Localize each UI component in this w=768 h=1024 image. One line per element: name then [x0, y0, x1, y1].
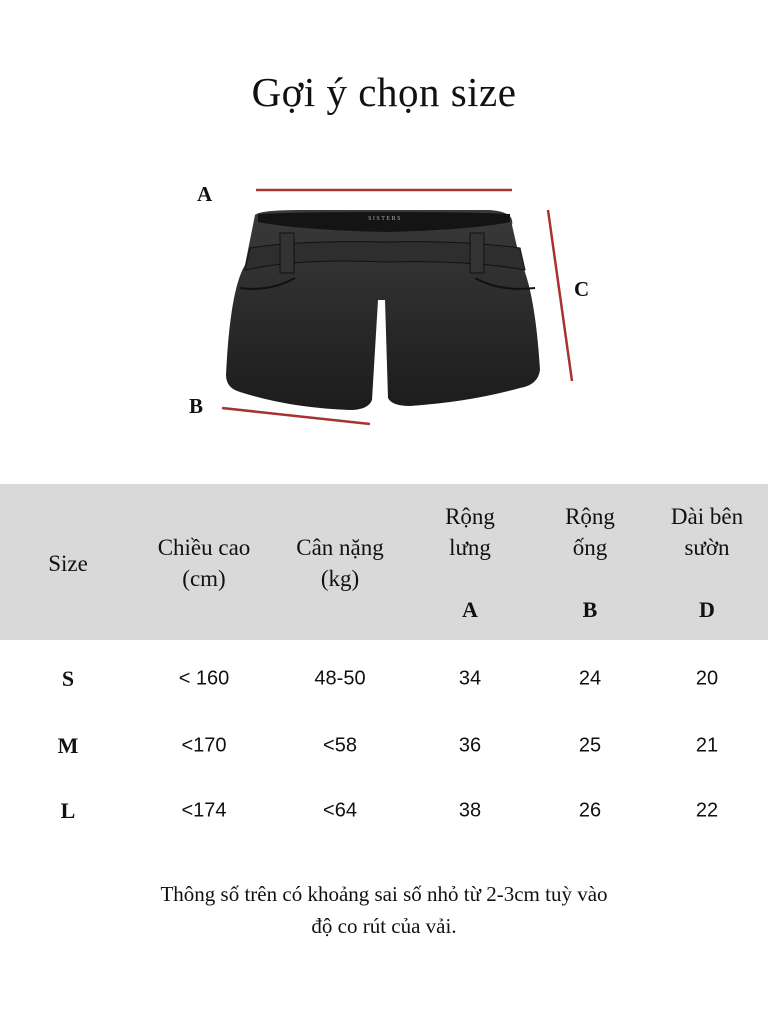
- table-cell: < 160: [178, 667, 230, 690]
- size-label: L: [60, 798, 76, 823]
- table-cell: 38: [458, 799, 482, 822]
- shorts-illustration: SISTERS: [221, 188, 574, 426]
- header-leg-opening: Rộng ống: [565, 504, 615, 560]
- label-a: A: [197, 182, 213, 206]
- measure-line-c: [546, 209, 574, 382]
- header-side-length: Dài bên sườn: [670, 504, 744, 560]
- size-label: S: [61, 666, 75, 691]
- table-cell: 21: [695, 734, 719, 757]
- header-letter-a: A: [462, 597, 478, 622]
- svg-text:SISTERS: SISTERS: [368, 216, 402, 222]
- table-cell: 24: [578, 667, 602, 690]
- table-cell: <174: [181, 799, 227, 822]
- label-b: B: [189, 394, 204, 418]
- table-cell: 20: [695, 667, 719, 690]
- header-letter-b: B: [582, 597, 598, 622]
- table-cell: <58: [323, 734, 357, 757]
- header-letter-d: D: [699, 597, 715, 622]
- size-label: M: [57, 733, 79, 758]
- table-cell: 36: [458, 734, 482, 757]
- table-cell: 48-50: [314, 667, 366, 690]
- label-c: C: [574, 277, 590, 301]
- measure-line-b: [221, 406, 371, 426]
- size-note: Thông số trên có khoảng sai số nhỏ từ 2-…: [160, 882, 608, 938]
- page-title: Gợi ý chọn size: [251, 69, 517, 115]
- shorts-diagram: SISTERS A B C: [0, 170, 768, 450]
- table-cell: 34: [458, 667, 482, 690]
- header-waist: Rộng lưng: [445, 504, 495, 560]
- header-height: Chiều cao (cm): [157, 535, 251, 591]
- table-cell: 25: [578, 734, 602, 757]
- table-cell: <170: [181, 734, 227, 757]
- header-size: Size: [48, 551, 88, 576]
- shorts-body: [226, 210, 540, 410]
- header-weight: Cân nặng (kg): [296, 535, 384, 591]
- table-cell: 26: [578, 799, 602, 822]
- table-cell: <64: [323, 799, 357, 822]
- table-cell: 22: [695, 799, 719, 822]
- table-header-band: [0, 484, 768, 640]
